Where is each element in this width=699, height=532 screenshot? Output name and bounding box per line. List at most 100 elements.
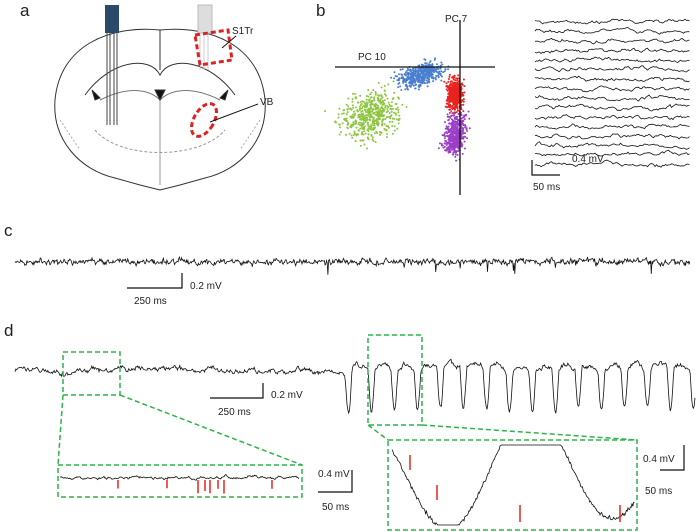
dot [451,96,454,99]
dot [462,110,465,113]
dot [397,82,400,85]
dot [448,108,451,111]
dot [397,122,400,125]
dot [454,106,457,109]
dot [430,74,433,77]
dot [457,100,460,103]
dot [376,115,379,118]
dot [346,108,349,111]
dot [453,127,456,130]
dot [454,155,457,158]
dot [448,88,451,91]
dot [375,103,378,106]
dot [467,110,470,113]
dot [346,111,349,114]
dot [404,74,407,77]
dot [417,71,420,74]
dot [428,79,431,82]
dot [419,83,422,86]
dot [463,118,466,121]
dot [399,68,402,71]
dot [366,121,369,124]
dot [385,136,388,139]
dot [426,85,429,88]
dot [410,75,413,78]
brain-diagram [54,28,266,191]
dot [381,122,384,125]
dot [379,102,382,105]
dot [347,121,350,124]
dot [422,74,425,77]
dot [456,154,459,157]
dot [466,137,469,140]
dot [398,78,401,81]
dot [363,127,366,130]
dot [450,91,453,94]
dot [448,106,451,109]
dot [448,93,451,96]
dot [372,128,375,131]
dot [456,118,459,121]
dot [454,139,457,142]
dot [448,111,451,114]
dot [385,116,388,119]
dot [400,89,403,92]
dot [453,112,456,115]
scale-bar [210,383,264,399]
dot [444,142,447,145]
dot [461,123,464,126]
dot [384,106,387,109]
dot [362,133,365,136]
dot [429,69,432,72]
dot [362,116,365,119]
dot [374,108,377,111]
dot [447,147,450,150]
dot [368,110,371,113]
dot [392,107,395,110]
dot [448,134,451,137]
dot [457,74,460,77]
dot [456,102,459,105]
dot [358,114,361,117]
dot [453,95,456,98]
dot [393,125,396,128]
zoom-box [367,334,423,426]
dot [452,143,455,146]
dot [371,136,374,139]
dot [464,114,467,117]
dot [378,100,381,103]
dot [452,100,455,103]
dot [365,110,368,113]
dot [454,142,457,145]
dot [373,112,376,115]
dot [452,114,455,117]
dot [463,140,466,143]
dot [450,128,453,131]
dot [351,116,354,119]
waveform [534,114,690,121]
dot [366,129,369,132]
dot [367,123,370,126]
zoom-connector [57,394,638,466]
dot [446,84,449,87]
dot [345,117,348,120]
dot [394,75,397,78]
dot [388,103,391,106]
dot [363,130,366,133]
dot [373,105,376,108]
dot [447,131,450,134]
dot [447,150,450,153]
dot [430,67,433,70]
dot [456,109,459,112]
dot [457,91,460,94]
dot [418,64,421,67]
dot [439,74,442,77]
dot [388,111,391,114]
dot [364,120,367,123]
dot [359,94,362,97]
dot [389,107,392,110]
dot [372,108,375,111]
dot [411,75,414,78]
dot [462,119,465,122]
dot [352,113,355,116]
